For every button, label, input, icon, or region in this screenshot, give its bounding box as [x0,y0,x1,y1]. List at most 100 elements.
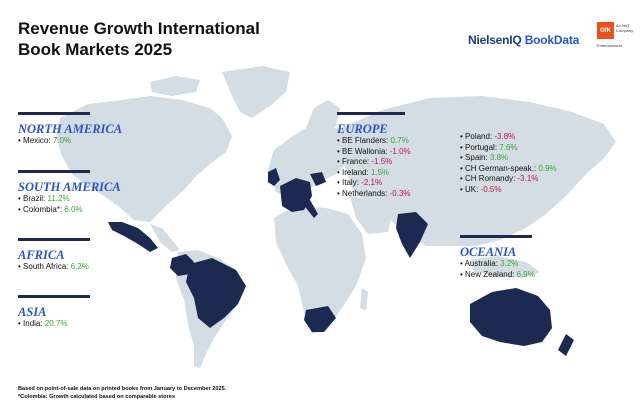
item-label: Portugal: [465,142,500,152]
item-label: Ireland: [342,167,371,177]
item-value: -3.8% [494,132,516,141]
region-bar [18,112,90,115]
title-line-2: Book Markets 2025 [18,40,173,59]
item-value: -3.1% [517,174,539,183]
list-item: • Portugal: 7.6% [460,142,518,152]
item-label: France: [342,157,372,166]
list-item: • New Zealand: 6.9% [460,269,535,279]
item-label: Brazil: [23,194,48,203]
region-bar [18,170,90,173]
item-value: -2.1% [361,178,383,187]
list-item: • Netherlands: -0.3% [337,188,411,198]
item-label: BE Wallonia: [342,146,390,156]
item-value: 11.2% [47,194,70,203]
india-highlight [396,212,428,258]
item-value: -0.5% [480,184,502,194]
list-item: • Spain: 3.8% [460,153,509,162]
scandinavia [306,100,340,132]
list-item: • Ireland: 1.5% [337,167,390,177]
list-item: • Italy: -2.1% [337,178,383,187]
region-asia: ASIA • India: 20.7% [18,295,90,330]
page-title: Revenue Growth International Book Market… [18,18,260,60]
list-item: • Poland: -3.8% [460,132,516,141]
list-item: • Australia: 3.2% [460,259,519,268]
item-label: New Zealand: [465,269,517,279]
region-bar [460,235,532,238]
australia-highlight [470,288,552,346]
item-value: -0.3% [389,188,411,198]
item-value: 7.0% [52,136,72,145]
list-item: • France: -1.5% [337,157,393,166]
region-name: ASIA [18,305,47,319]
north-america-land [56,96,232,222]
region-south-america: SOUTH AMERICA • Brazil: 11.2% • Colombia… [18,170,121,215]
list-item: • CH German-speak.: 0.9% [460,163,557,173]
footnote-line-2: *Colombia: Growth calculated based on co… [18,394,175,400]
europe-land [268,124,352,198]
item-label: Italy: [342,178,362,187]
list-item: • Colombia*: 6.0% [18,204,83,214]
region-name: EUROPE [337,122,388,136]
footnote: Based on point-of-sale data on printed b… [18,385,226,401]
title-line-1: Revenue Growth International [18,19,260,38]
region-bar [18,238,90,241]
item-value: 6.2% [70,262,89,271]
item-label: Colombia*: [23,204,65,214]
brazil-highlight [186,258,246,328]
africa-land [274,206,366,334]
gfk-tagline: An NIQ Company [616,23,633,33]
item-value: 0.9% [538,163,557,173]
colombia-highlight [170,254,194,276]
region-europe: EUROPE • BE Flanders: 0.7% • BE Wallonia… [337,112,411,199]
list-item: • BE Wallonia: -1.0% [337,146,411,156]
asia-land [340,96,616,246]
italy-highlight [302,200,318,218]
greenland [222,66,290,118]
region-oceania: OCEANIA • Australia: 3.2% • New Zealand:… [460,235,535,280]
arctic-islands [150,76,200,96]
item-label: India: [23,319,45,328]
item-value: 6.0% [64,204,83,214]
south-africa-highlight [304,306,336,332]
footnote-line-1: Based on point-of-sale data on printed b… [18,386,227,392]
list-item: • Brazil: 11.2% [18,194,70,203]
item-label: CH German-speak.: [465,163,539,173]
item-value: 0.7% [390,136,409,145]
middle-east [350,196,392,234]
new-zealand-highlight [558,334,574,356]
uk-ireland-highlight [268,168,280,186]
southeast-asia-islands [470,256,540,278]
item-label: CH Romandy: [465,174,518,183]
item-value: 1.5% [370,167,390,177]
europe-column-1: • BE Flanders: 0.7% • BE Wallonia: -1.0%… [337,136,411,199]
item-value: 20.7% [44,319,68,328]
item-value: 6.9% [516,269,535,279]
region-name: AFRICA [18,248,65,262]
region-africa: AFRICA • South Africa: 6.2% [18,238,90,273]
item-label: Poland: [465,132,495,141]
region-north-america: NORTH AMERICA • Mexico: 7.0% [18,112,122,147]
list-item: • UK: -0.5% [460,184,502,194]
item-label: Netherlands: [342,188,390,198]
item-label: BE Flanders: [342,136,391,145]
list-item: • South Africa: 6.2% [18,262,89,271]
mexico-highlight [108,222,158,252]
item-value: 3.2% [500,259,519,268]
poland-highlight [310,172,326,186]
item-label: Australia: [464,259,501,268]
item-value: -1.0% [389,146,411,156]
gfk-text: GfK [600,27,611,34]
item-value: 7.6% [499,142,518,152]
nielseniq-bookdata-logo: NielsenIQ BookData [468,33,579,47]
highlighted-markets [108,168,574,356]
region-bar [337,112,405,115]
region-name: NORTH AMERICA [18,122,123,136]
list-item: • India: 20.7% [18,319,68,328]
item-value: 3.8% [489,153,509,162]
list-item: • BE Flanders: 0.7% [337,136,409,145]
bookdata-text: BookData [521,33,580,47]
japan [556,170,568,196]
europe-column-2: • Poland: -3.8% • Portugal: 7.6% • Spain… [460,132,557,195]
gfk-logo: GfK [597,22,614,39]
